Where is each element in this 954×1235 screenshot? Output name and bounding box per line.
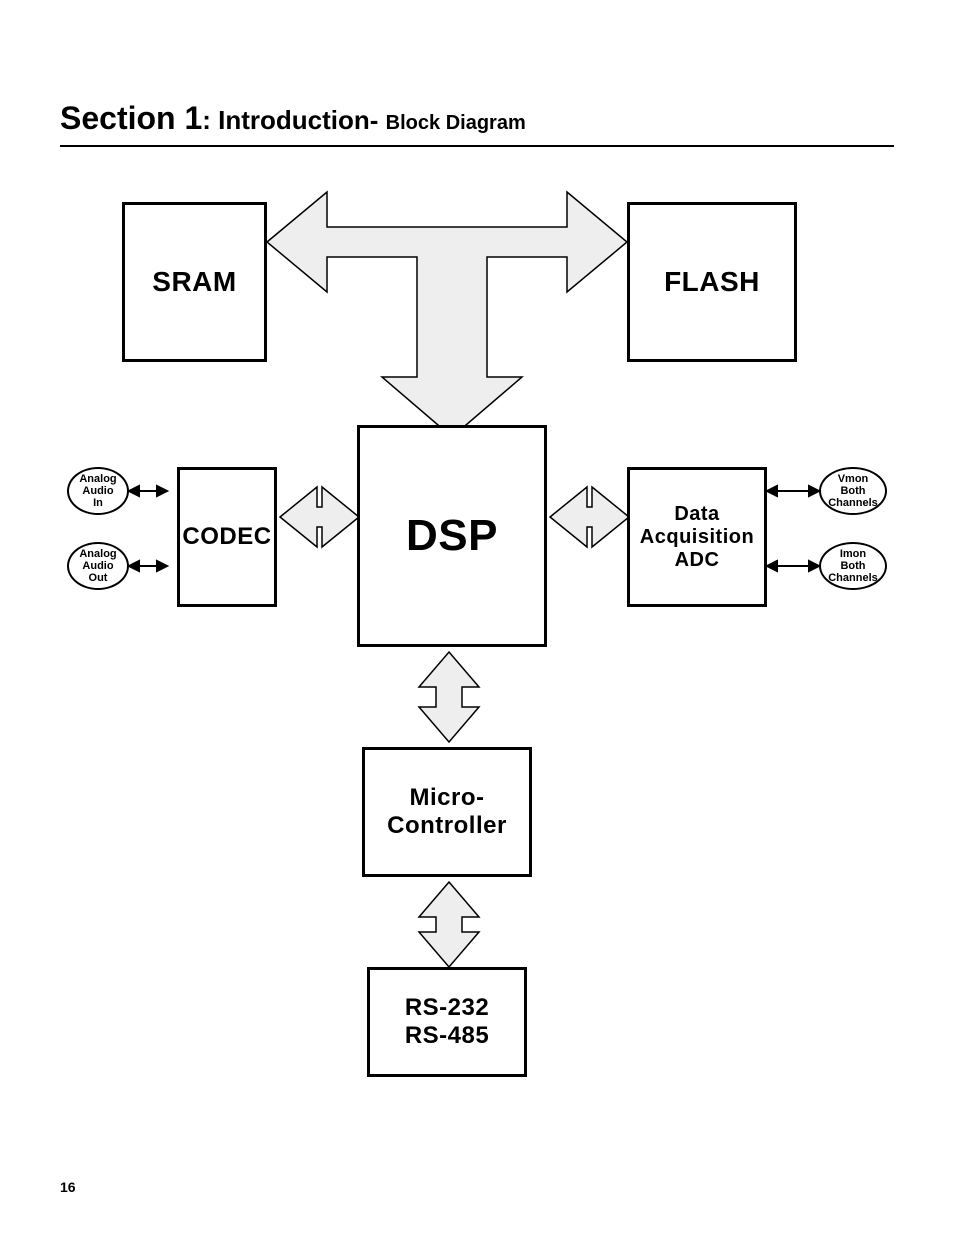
arrow-codec-dsp bbox=[280, 487, 359, 547]
arrow-dsp-mcu bbox=[419, 652, 479, 742]
arrow-adc-vmon bbox=[767, 486, 819, 496]
block-serial: RS-232 RS-485 bbox=[367, 967, 527, 1077]
arrow-ain-codec bbox=[129, 486, 167, 496]
arrow-adc-imon bbox=[767, 561, 819, 571]
block-flash: FLASH bbox=[627, 202, 797, 362]
page-heading: Section 1: Introduction- Block Diagram bbox=[60, 100, 894, 147]
block-mcu: Micro- Controller bbox=[362, 747, 532, 877]
oval-imon: Imon Both Channels bbox=[819, 542, 887, 590]
arrow-sram-flash-dsp bbox=[267, 192, 627, 437]
block-dsp: DSP bbox=[357, 425, 547, 647]
block-codec: CODEC bbox=[177, 467, 277, 607]
arrow-dsp-adc bbox=[550, 487, 629, 547]
block-adc: Data Acquisition ADC bbox=[627, 467, 767, 607]
oval-analog-in: Analog Audio In bbox=[67, 467, 129, 515]
heading-sub: Block Diagram bbox=[386, 112, 526, 134]
block-sram: SRAM bbox=[122, 202, 267, 362]
page-number: 16 bbox=[60, 1179, 76, 1195]
heading-section: Section 1 bbox=[60, 100, 202, 136]
oval-vmon: Vmon Both Channels bbox=[819, 467, 887, 515]
oval-analog-out: Analog Audio Out bbox=[67, 542, 129, 590]
heading-colon: : bbox=[202, 105, 218, 135]
arrow-aout-codec bbox=[129, 561, 167, 571]
block-diagram: SRAM FLASH CODEC DSP Data Acquisition AD… bbox=[67, 177, 887, 1077]
arrow-mcu-serial bbox=[419, 882, 479, 967]
heading-intro: Introduction- bbox=[218, 105, 386, 135]
